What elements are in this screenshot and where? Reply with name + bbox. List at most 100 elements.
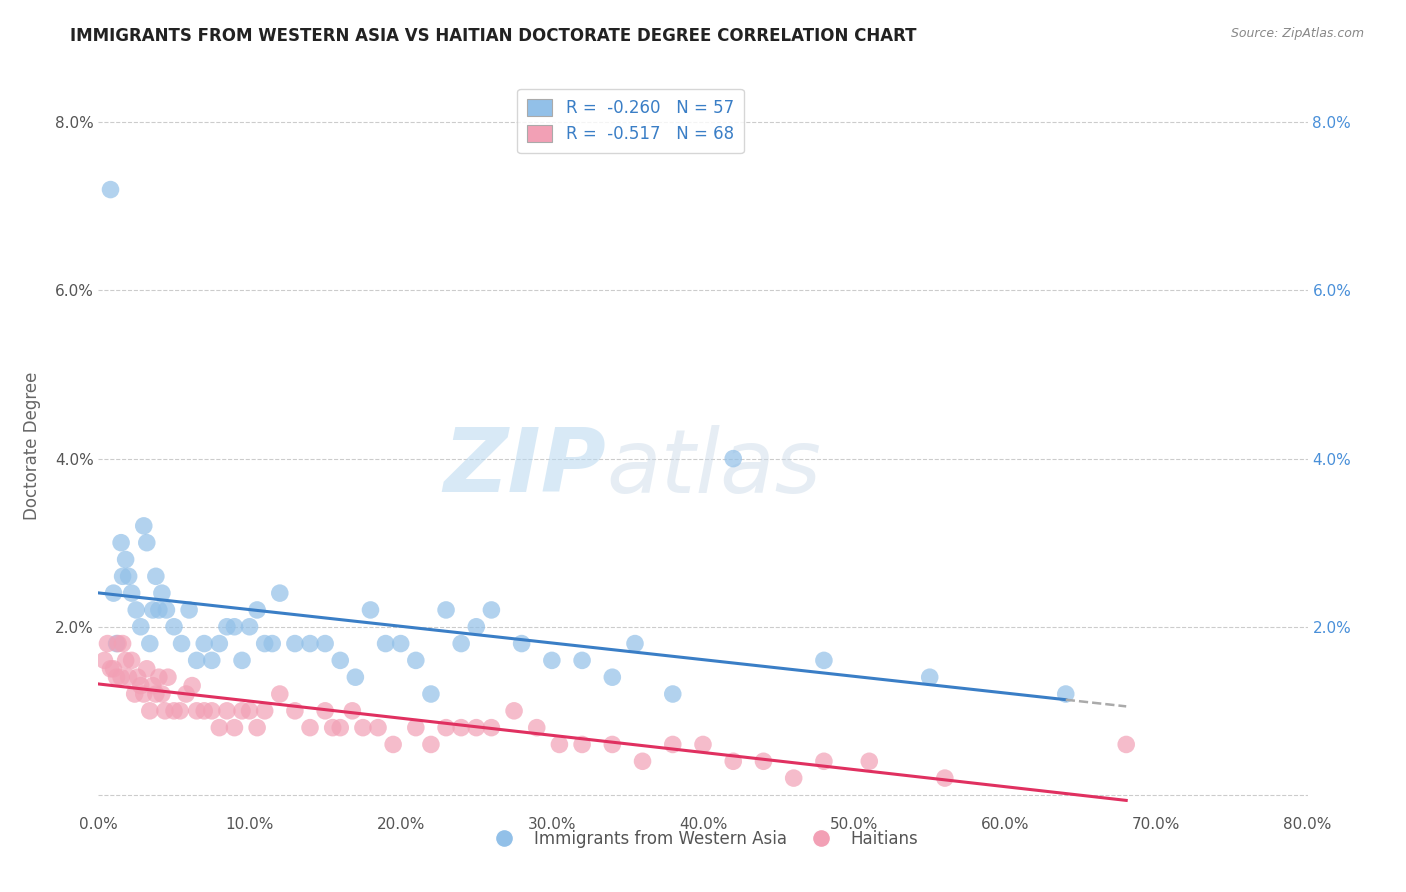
- Point: [129, 620, 152, 634]
- Point: [262, 636, 284, 650]
- Point: [96, 636, 118, 650]
- Point: [405, 721, 427, 735]
- Point: [93, 653, 115, 667]
- Text: atlas: atlas: [606, 425, 821, 511]
- Point: [813, 754, 835, 768]
- Point: [367, 721, 389, 735]
- Point: [193, 704, 215, 718]
- Point: [239, 704, 262, 718]
- Point: [142, 679, 165, 693]
- Point: [631, 754, 654, 768]
- Point: [299, 721, 322, 735]
- Point: [624, 636, 647, 650]
- Point: [314, 704, 336, 718]
- Point: [571, 738, 593, 752]
- Point: [382, 738, 405, 752]
- Point: [114, 552, 136, 566]
- Point: [111, 636, 134, 650]
- Point: [434, 721, 457, 735]
- Point: [193, 636, 215, 650]
- Point: [142, 603, 165, 617]
- Point: [918, 670, 941, 684]
- Point: [465, 721, 488, 735]
- Point: [186, 653, 208, 667]
- Point: [246, 603, 269, 617]
- Point: [224, 620, 246, 634]
- Point: [163, 620, 186, 634]
- Point: [1054, 687, 1077, 701]
- Point: [100, 662, 122, 676]
- Y-axis label: Doctorate Degree: Doctorate Degree: [22, 372, 41, 520]
- Point: [661, 687, 683, 701]
- Point: [510, 636, 533, 650]
- Point: [269, 586, 291, 600]
- Point: [322, 721, 344, 735]
- Point: [100, 183, 122, 197]
- Point: [360, 603, 382, 617]
- Point: [124, 687, 146, 701]
- Point: [450, 721, 472, 735]
- Point: [153, 704, 176, 718]
- Point: [934, 771, 956, 785]
- Point: [201, 653, 224, 667]
- Point: [118, 569, 141, 583]
- Point: [148, 603, 170, 617]
- Point: [571, 653, 593, 667]
- Point: [239, 620, 262, 634]
- Point: [342, 704, 364, 718]
- Point: [121, 586, 143, 600]
- Point: [170, 636, 193, 650]
- Point: [208, 636, 231, 650]
- Point: [548, 738, 571, 752]
- Point: [208, 721, 231, 735]
- Point: [450, 636, 472, 650]
- Point: [420, 687, 443, 701]
- Point: [374, 636, 396, 650]
- Point: [132, 519, 155, 533]
- Point: [121, 653, 143, 667]
- Point: [352, 721, 374, 735]
- Point: [181, 679, 204, 693]
- Point: [201, 704, 224, 718]
- Point: [135, 662, 157, 676]
- Point: [155, 603, 177, 617]
- Point: [858, 754, 880, 768]
- Point: [150, 586, 173, 600]
- Point: [135, 535, 157, 549]
- Text: IMMIGRANTS FROM WESTERN ASIA VS HAITIAN DOCTORATE DEGREE CORRELATION CHART: IMMIGRANTS FROM WESTERN ASIA VS HAITIAN …: [70, 27, 917, 45]
- Point: [186, 704, 208, 718]
- Point: [105, 670, 128, 684]
- Point: [692, 738, 714, 752]
- Point: [169, 704, 191, 718]
- Point: [118, 670, 141, 684]
- Point: [503, 704, 526, 718]
- Point: [111, 569, 134, 583]
- Point: [540, 653, 562, 667]
- Text: Source: ZipAtlas.com: Source: ZipAtlas.com: [1230, 27, 1364, 40]
- Point: [110, 535, 132, 549]
- Point: [1115, 738, 1137, 752]
- Point: [723, 754, 745, 768]
- Legend: Immigrants from Western Asia, Haitians: Immigrants from Western Asia, Haitians: [481, 823, 925, 855]
- Point: [107, 636, 129, 650]
- Point: [215, 620, 238, 634]
- Point: [139, 704, 162, 718]
- Point: [105, 636, 128, 650]
- Point: [269, 687, 291, 701]
- Point: [405, 653, 427, 667]
- Point: [163, 704, 186, 718]
- Point: [125, 603, 148, 617]
- Point: [103, 662, 125, 676]
- Point: [481, 603, 503, 617]
- Point: [103, 586, 125, 600]
- Point: [420, 738, 443, 752]
- Point: [224, 721, 246, 735]
- Point: [127, 670, 149, 684]
- Point: [253, 636, 276, 650]
- Point: [314, 636, 336, 650]
- Point: [231, 704, 253, 718]
- Point: [174, 687, 197, 701]
- Point: [284, 704, 307, 718]
- Point: [661, 738, 683, 752]
- Point: [329, 653, 352, 667]
